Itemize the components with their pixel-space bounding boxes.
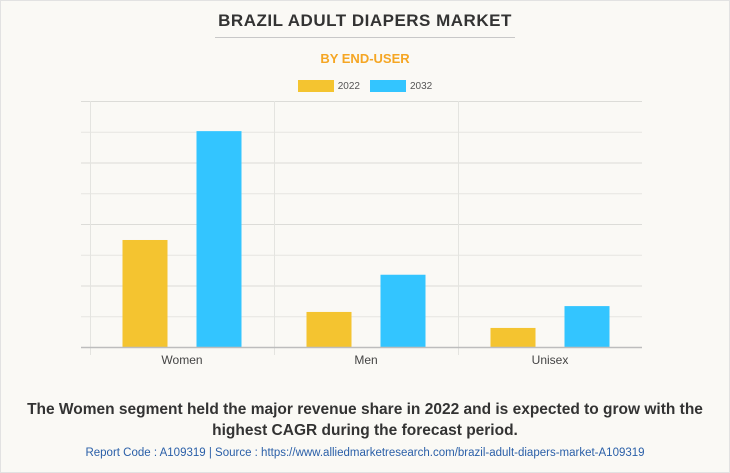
- bar-women-2022: [122, 239, 168, 347]
- x-tick-label: Men: [354, 353, 377, 367]
- bar-unisex-2022: [490, 327, 536, 347]
- chart-title: BRAZIL ADULT DIAPERS MARKET: [218, 11, 512, 30]
- legend: 2022 2032: [0, 80, 730, 92]
- chart-caption: The Women segment held the major revenue…: [27, 401, 703, 439]
- legend-swatch-2022: [297, 80, 334, 92]
- bar-men-2022: [306, 311, 352, 347]
- source-line[interactable]: Report Code : A109319 | Source : https:/…: [85, 447, 645, 459]
- bar-unisex-2032: [564, 306, 610, 347]
- legend-label-2032: 2032: [410, 80, 433, 92]
- chart-subtitle: BY END-USER: [320, 51, 410, 66]
- bar-women-2032: [196, 131, 242, 347]
- legend-item-2032[interactable]: 2032: [370, 80, 432, 92]
- x-tick-label: Unisex: [532, 353, 569, 367]
- x-tick-label: Women: [161, 353, 202, 367]
- bar-men-2032: [380, 274, 426, 347]
- legend-label-2022: 2022: [337, 80, 360, 92]
- legend-item-2022[interactable]: 2022: [297, 80, 360, 92]
- bar-chart: Women Men Unisex: [81, 101, 642, 367]
- legend-swatch-2032: [370, 80, 406, 92]
- title-divider: [215, 37, 515, 38]
